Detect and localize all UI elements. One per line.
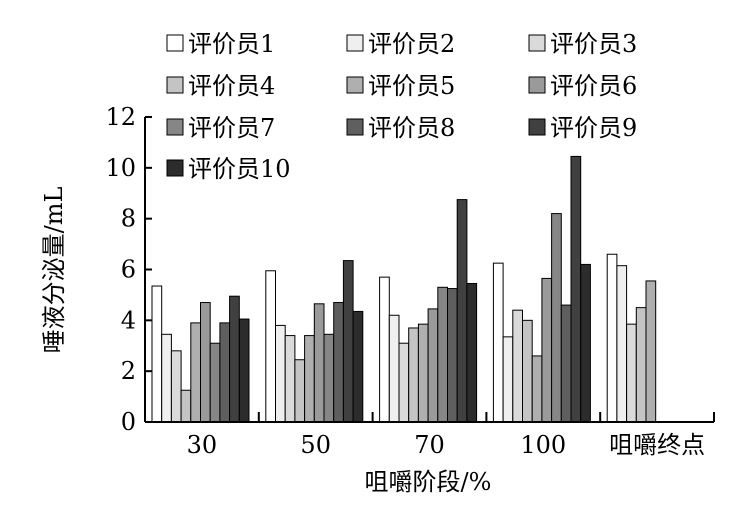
bar	[229, 295, 240, 423]
bar	[502, 336, 514, 423]
x-axis-title: 咀嚼阶段/%	[365, 468, 492, 496]
bars-layer	[151, 155, 657, 423]
legend-label: 评价员7	[188, 114, 275, 142]
bar	[161, 333, 172, 423]
legend-swatch	[166, 34, 184, 52]
bar	[635, 307, 647, 423]
legend-swatch	[528, 76, 546, 94]
legend-swatch	[346, 34, 364, 52]
y-tick-label: 6	[121, 256, 136, 284]
bar	[379, 276, 390, 423]
bar	[560, 304, 572, 423]
bar	[531, 355, 543, 423]
bar	[408, 327, 419, 423]
legend-label: 评价员5	[368, 72, 455, 100]
bar	[456, 199, 468, 423]
bar	[170, 350, 182, 423]
legend-label: 评价员10	[188, 155, 291, 183]
bar	[304, 335, 315, 423]
y-tick-label: 0	[121, 408, 136, 436]
x-tick-label: 50	[300, 431, 331, 459]
y-tick-label: 4	[121, 306, 136, 334]
legend-label: 评价员9	[550, 114, 637, 142]
x-tick-label: 咀嚼终点	[609, 431, 705, 459]
x-tick-label: 30	[187, 431, 218, 459]
bar	[294, 359, 306, 423]
legend-swatch	[166, 159, 184, 177]
bar	[352, 310, 364, 423]
bar	[427, 308, 439, 423]
bar	[284, 335, 296, 423]
legend-swatch	[528, 118, 546, 136]
bar	[180, 389, 192, 423]
bar	[388, 314, 400, 423]
bar	[151, 285, 163, 423]
bar	[200, 302, 211, 423]
legend-swatch	[346, 76, 364, 94]
bar	[551, 213, 562, 423]
legend-label: 评价员1	[188, 30, 275, 58]
bar	[437, 286, 448, 423]
legend-label: 评价员3	[550, 30, 637, 58]
bar	[466, 282, 478, 423]
bar	[333, 302, 344, 423]
bar	[606, 253, 618, 423]
legend-label: 评价员6	[550, 72, 637, 100]
bar	[190, 322, 202, 423]
legend-swatch	[346, 118, 364, 136]
y-tick-label: 2	[121, 357, 136, 385]
bar	[417, 323, 429, 423]
bar	[313, 303, 325, 423]
bar	[626, 323, 637, 423]
bar	[398, 342, 410, 423]
y-tick-label: 12	[105, 103, 136, 131]
bar	[541, 277, 553, 423]
y-tick-label: 10	[105, 154, 136, 182]
x-tick-label: 70	[414, 431, 445, 459]
bar	[616, 265, 628, 423]
bar	[238, 318, 250, 423]
legend-swatch	[166, 76, 184, 94]
bar	[209, 342, 221, 423]
y-axis-title: 唾液分泌量/mL	[40, 187, 68, 354]
bar	[342, 260, 354, 423]
legend-swatch	[166, 118, 184, 136]
bar	[645, 280, 657, 423]
bar	[219, 322, 231, 423]
bar	[570, 155, 582, 423]
legend-label: 评价员4	[188, 72, 275, 100]
ticks-layer: 0 2 4 6 8 10 12 30 50 70 100 咀嚼终点	[105, 103, 715, 459]
bar	[512, 309, 523, 423]
bar	[447, 288, 458, 423]
bar	[323, 333, 335, 423]
bar	[265, 270, 276, 423]
bar	[275, 324, 286, 423]
bar	[492, 262, 504, 423]
legend-label: 评价员2	[368, 30, 455, 58]
legend-swatch	[528, 34, 546, 52]
bar	[522, 319, 533, 423]
x-tick-label: 100	[520, 431, 566, 459]
legend-label: 评价员8	[368, 114, 455, 142]
legend: 评价员1 评价员2 评价员3 评价员4 评价员5 评价员6 评价员7 评价员8 评价员9 评价员1…	[166, 30, 637, 183]
y-tick-label: 8	[121, 205, 136, 233]
bar	[580, 263, 591, 423]
